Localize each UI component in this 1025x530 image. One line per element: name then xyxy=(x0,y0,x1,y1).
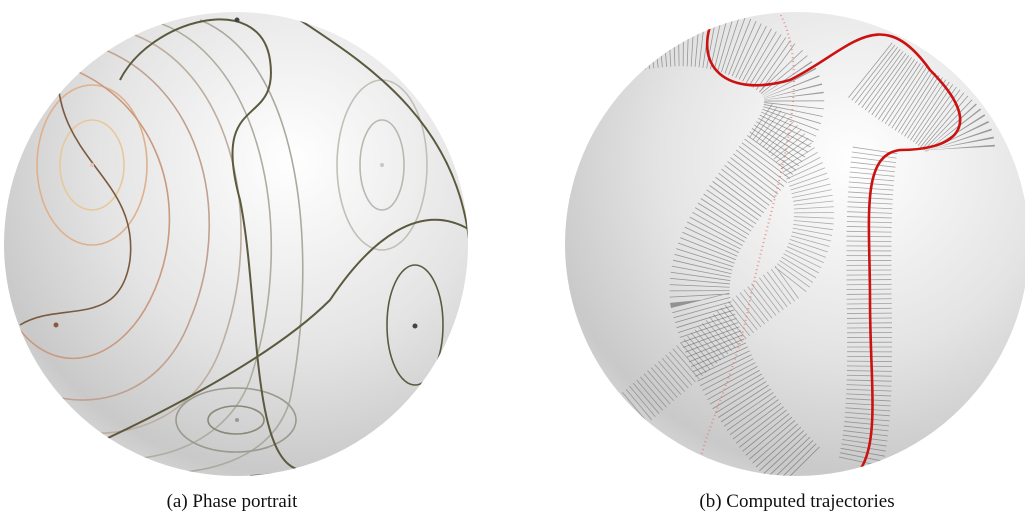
computed-trajectories xyxy=(565,12,1025,476)
level-curves xyxy=(14,18,468,476)
sphere xyxy=(4,12,468,476)
equilibrium xyxy=(53,322,59,328)
equilibrium xyxy=(234,17,240,23)
trajectory-cloud xyxy=(607,12,995,476)
equilibrium xyxy=(412,323,418,329)
equilibrium xyxy=(380,163,384,167)
caption: (a) Phase portrait xyxy=(167,491,299,512)
equilibrium xyxy=(90,163,94,167)
phase-portrait xyxy=(4,12,468,476)
caption: (b) Computed trajectories xyxy=(699,491,894,512)
equilibrium xyxy=(235,418,239,422)
